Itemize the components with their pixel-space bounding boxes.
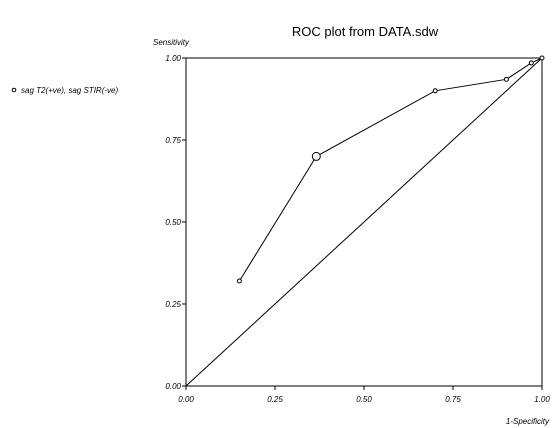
roc-point (539, 55, 545, 61)
y-tick-label: 0.25 (165, 300, 181, 309)
y-tick-label: 1.00 (165, 54, 181, 63)
legend-label: sag T2(+ve), sag STIR(-ve) (21, 86, 118, 95)
legend-marker (11, 87, 17, 93)
x-tick-label: 0.50 (356, 395, 372, 404)
y-tick-label: 0.00 (165, 382, 181, 391)
y-tick-label: 0.50 (165, 218, 181, 227)
legend: sag T2(+ve), sag STIR(-ve) (11, 86, 118, 95)
roc-point (503, 76, 509, 82)
y-tick-label: 0.75 (165, 136, 181, 145)
y-axis-label: Sensitivity (153, 38, 190, 47)
roc-point (236, 278, 242, 284)
chart-title: ROC plot from DATA.sdw (292, 24, 439, 39)
x-tick-label: 0.25 (267, 395, 283, 404)
x-axis-label: 1-Specificity (506, 417, 550, 426)
roc-point (432, 88, 438, 94)
reference-diagonal-line (185, 57, 543, 387)
roc-curve-line (238, 57, 543, 282)
highlighted-point (311, 151, 321, 161)
x-tick-label: 1.00 (534, 395, 550, 404)
roc-point (528, 60, 534, 66)
x-tick-label: 0.00 (178, 395, 194, 404)
x-tick-label: 0.75 (445, 395, 461, 404)
